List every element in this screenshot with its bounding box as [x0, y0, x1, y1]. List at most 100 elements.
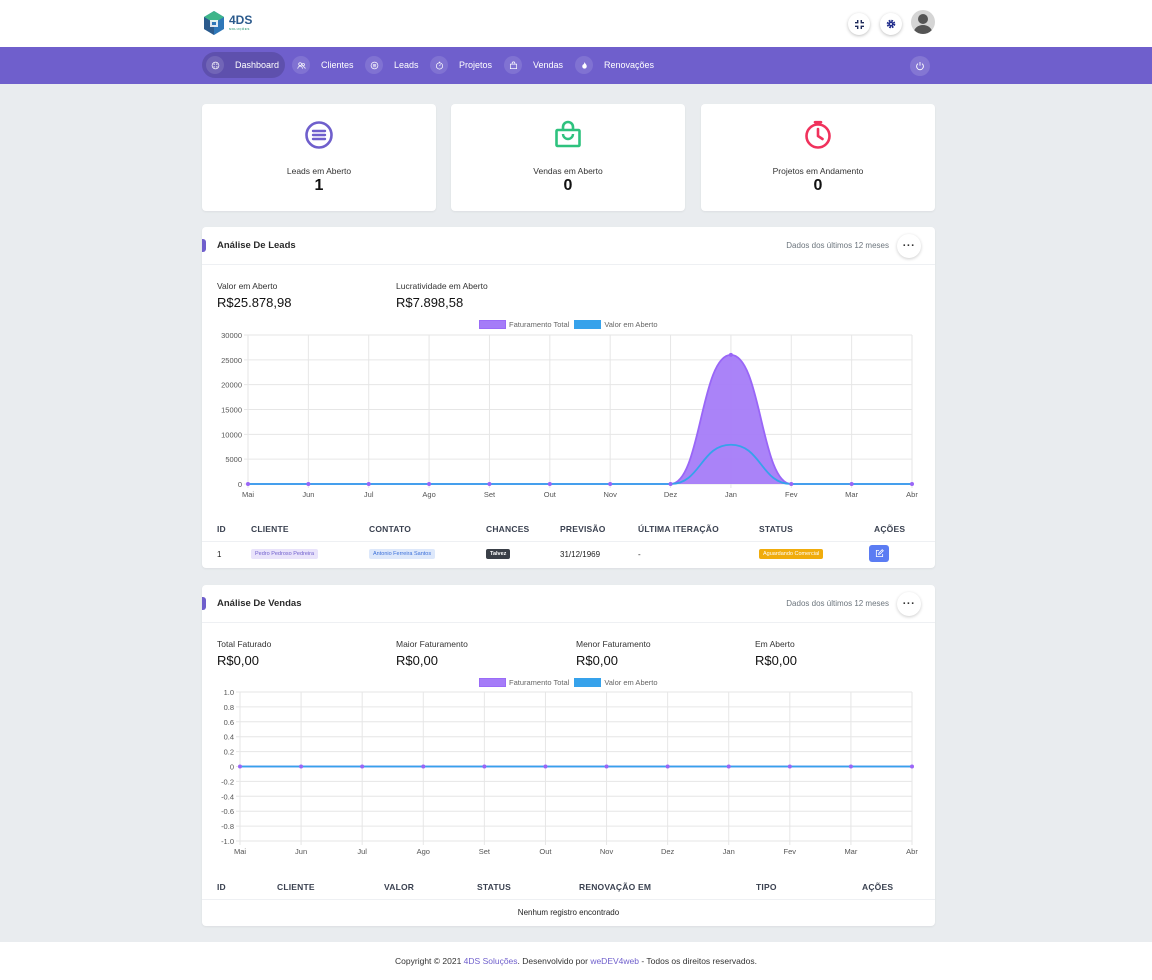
x-tick-label: Out [539, 847, 552, 856]
nav-projetos-label: Projetos [459, 60, 493, 70]
logout-button[interactable] [910, 56, 930, 76]
legend-swatch [479, 678, 506, 687]
x-tick-label: Mai [242, 490, 254, 499]
vendas-panel-subtitle: Dados dos últimos 12 meses [786, 599, 889, 608]
data-point [668, 482, 673, 486]
x-tick-label: Dez [661, 847, 675, 856]
data-point [543, 764, 548, 769]
kpi-em-aberto: Em Aberto R$0,00 [755, 639, 797, 668]
fullscreen-button[interactable] [848, 13, 870, 35]
col-id: ID [217, 524, 226, 534]
nav-clientes[interactable]: Clientes [288, 52, 360, 78]
kpi-value: R$25.878,98 [217, 295, 292, 310]
x-tick-label: Mar [844, 847, 857, 856]
legend-label[interactable]: Faturamento Total [509, 678, 570, 687]
nav-renovacoes-label: Renovações [604, 60, 655, 70]
leads-panel: Análise De Leads Dados dos últimos 12 me… [202, 227, 935, 568]
stat-value: 0 [563, 177, 573, 194]
edit-icon [875, 549, 884, 558]
y-tick-label: -1.0 [221, 837, 234, 846]
y-tick-label: 1.0 [224, 688, 234, 697]
nav-projetos[interactable]: Projetos [426, 52, 498, 78]
edit-button[interactable] [869, 545, 889, 562]
leads-options-button[interactable]: ··· [897, 234, 921, 258]
series-line [248, 443, 912, 485]
table-divider [202, 899, 935, 900]
series-line [248, 353, 912, 485]
col-cliente: CLIENTE [277, 882, 315, 892]
developer-link[interactable]: weDEV4web [590, 956, 639, 966]
stat-label: Projetos em Andamento [772, 166, 864, 176]
legend-swatch [574, 678, 602, 687]
col-acoes: AÇÕES [874, 524, 906, 534]
cliente-badge[interactable]: Pedro Pedroso Pedreira [251, 549, 319, 559]
data-point [848, 764, 853, 769]
x-tick-label: Abr [906, 490, 918, 499]
top-bar: 4DS SOLUÇÕES [0, 0, 1152, 47]
x-tick-label: Out [544, 490, 557, 499]
company-link[interactable]: 4DS Soluções [463, 956, 518, 966]
x-tick-label: Ago [417, 847, 430, 856]
stopwatch-icon [805, 120, 831, 149]
x-tick-label: Set [484, 490, 496, 499]
brand-logo[interactable]: 4DS SOLUÇÕES [202, 10, 252, 36]
stat-value: 1 [314, 177, 324, 194]
vendas-panel-header: Análise De Vendas Dados dos últimos 12 m… [202, 585, 935, 623]
kpi-maior-faturamento: Maior Faturamento R$0,00 [396, 639, 468, 668]
settings-button[interactable] [880, 13, 902, 35]
y-tick-label: -0.4 [221, 792, 234, 801]
stat-card-leads: Leads em Aberto 1 [202, 104, 436, 211]
kpi-value: R$0,00 [217, 653, 259, 668]
y-tick-label: 10000 [221, 430, 242, 439]
y-tick-label: 5000 [225, 455, 242, 464]
data-point [608, 482, 613, 486]
data-point [299, 764, 304, 769]
kpi-total-faturado: Total Faturado R$0,00 [217, 639, 271, 668]
nav-dashboard[interactable]: Dashboard [202, 52, 286, 78]
avatar[interactable] [911, 10, 935, 34]
x-tick-label: Jan [723, 847, 735, 856]
nav-vendas[interactable]: Vendas [500, 52, 569, 78]
data-point [665, 764, 670, 769]
kpi-label: Total Faturado [217, 639, 272, 649]
nav-leads[interactable]: Leads [361, 52, 425, 78]
data-point [910, 764, 914, 769]
legend-label[interactable]: Faturamento Total [509, 320, 570, 329]
leads-panel-title: Análise De Leads [217, 240, 296, 251]
x-tick-label: Fev [784, 847, 797, 856]
dashboard-icon [206, 56, 224, 74]
x-tick-label: Jun [295, 847, 307, 856]
vendas-options-button[interactable]: ··· [897, 592, 921, 616]
nav-renovacoes[interactable]: Renovações [571, 52, 660, 78]
kpi-label: Lucratividade em Aberto [396, 281, 488, 291]
contato-badge[interactable]: Antonio Ferreira Santos [369, 549, 436, 559]
more-dots-icon: ··· [902, 240, 916, 252]
accent-bar [202, 239, 206, 252]
data-point [849, 482, 854, 486]
y-tick-label: 0.2 [224, 748, 234, 757]
x-tick-label: Jan [725, 490, 737, 499]
more-dots-icon: ··· [902, 598, 916, 610]
legend-label: Valor em Aberto [604, 320, 658, 329]
col-id: ID [217, 882, 226, 892]
x-tick-label: Nov [604, 490, 618, 499]
nav-clientes-label: Clientes [321, 60, 354, 70]
col-renovacao: RENOVAÇÃO EM [579, 882, 652, 892]
legend-swatch [479, 320, 506, 329]
x-tick-label: Mar [845, 490, 858, 499]
data-point [482, 764, 487, 769]
kpi-lucratividade: Lucratividade em Aberto R$7.898,58 [396, 281, 488, 310]
kpi-label: Menor Faturamento [576, 639, 651, 649]
footer-middle: . Desenvolvido por [517, 956, 591, 966]
y-tick-label: 20000 [221, 381, 242, 390]
y-tick-label: 15000 [221, 406, 242, 415]
stopwatch-icon [430, 56, 448, 74]
shopping-bag-icon [555, 120, 581, 148]
flame-icon [575, 56, 593, 74]
cell-previsao: 31/12/1969 [560, 550, 601, 559]
col-previsao: PREVISÃO [560, 524, 606, 534]
col-ultima-iteracao: ÚLTIMA ITERAÇÃO [638, 524, 719, 534]
kpi-valor-aberto: Valor em Aberto R$25.878,98 [217, 281, 291, 310]
cell-id: 1 [217, 550, 222, 559]
